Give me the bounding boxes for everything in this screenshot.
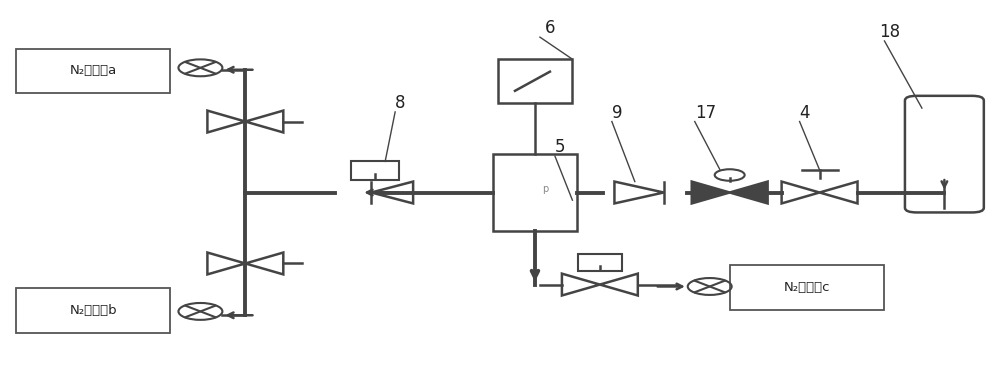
Text: 8: 8 bbox=[395, 94, 406, 112]
Bar bbox=[16, 288, 170, 333]
Text: 17: 17 bbox=[695, 104, 716, 122]
Bar bbox=[493, 154, 577, 231]
Bar bbox=[730, 265, 884, 310]
Text: 4: 4 bbox=[800, 104, 810, 122]
Text: 18: 18 bbox=[879, 23, 901, 41]
Bar bbox=[578, 254, 622, 271]
Text: N₂接入点b: N₂接入点b bbox=[69, 304, 117, 317]
Bar bbox=[498, 59, 572, 103]
Bar bbox=[16, 49, 170, 93]
Polygon shape bbox=[730, 182, 768, 203]
Text: 5: 5 bbox=[555, 138, 565, 156]
Text: 9: 9 bbox=[612, 104, 622, 122]
Text: 6: 6 bbox=[545, 19, 555, 37]
Text: N₂接入点c: N₂接入点c bbox=[784, 281, 830, 294]
Text: N₂接入点a: N₂接入点a bbox=[69, 64, 117, 77]
Text: p: p bbox=[542, 184, 548, 194]
Polygon shape bbox=[692, 182, 730, 203]
Bar bbox=[351, 161, 399, 180]
